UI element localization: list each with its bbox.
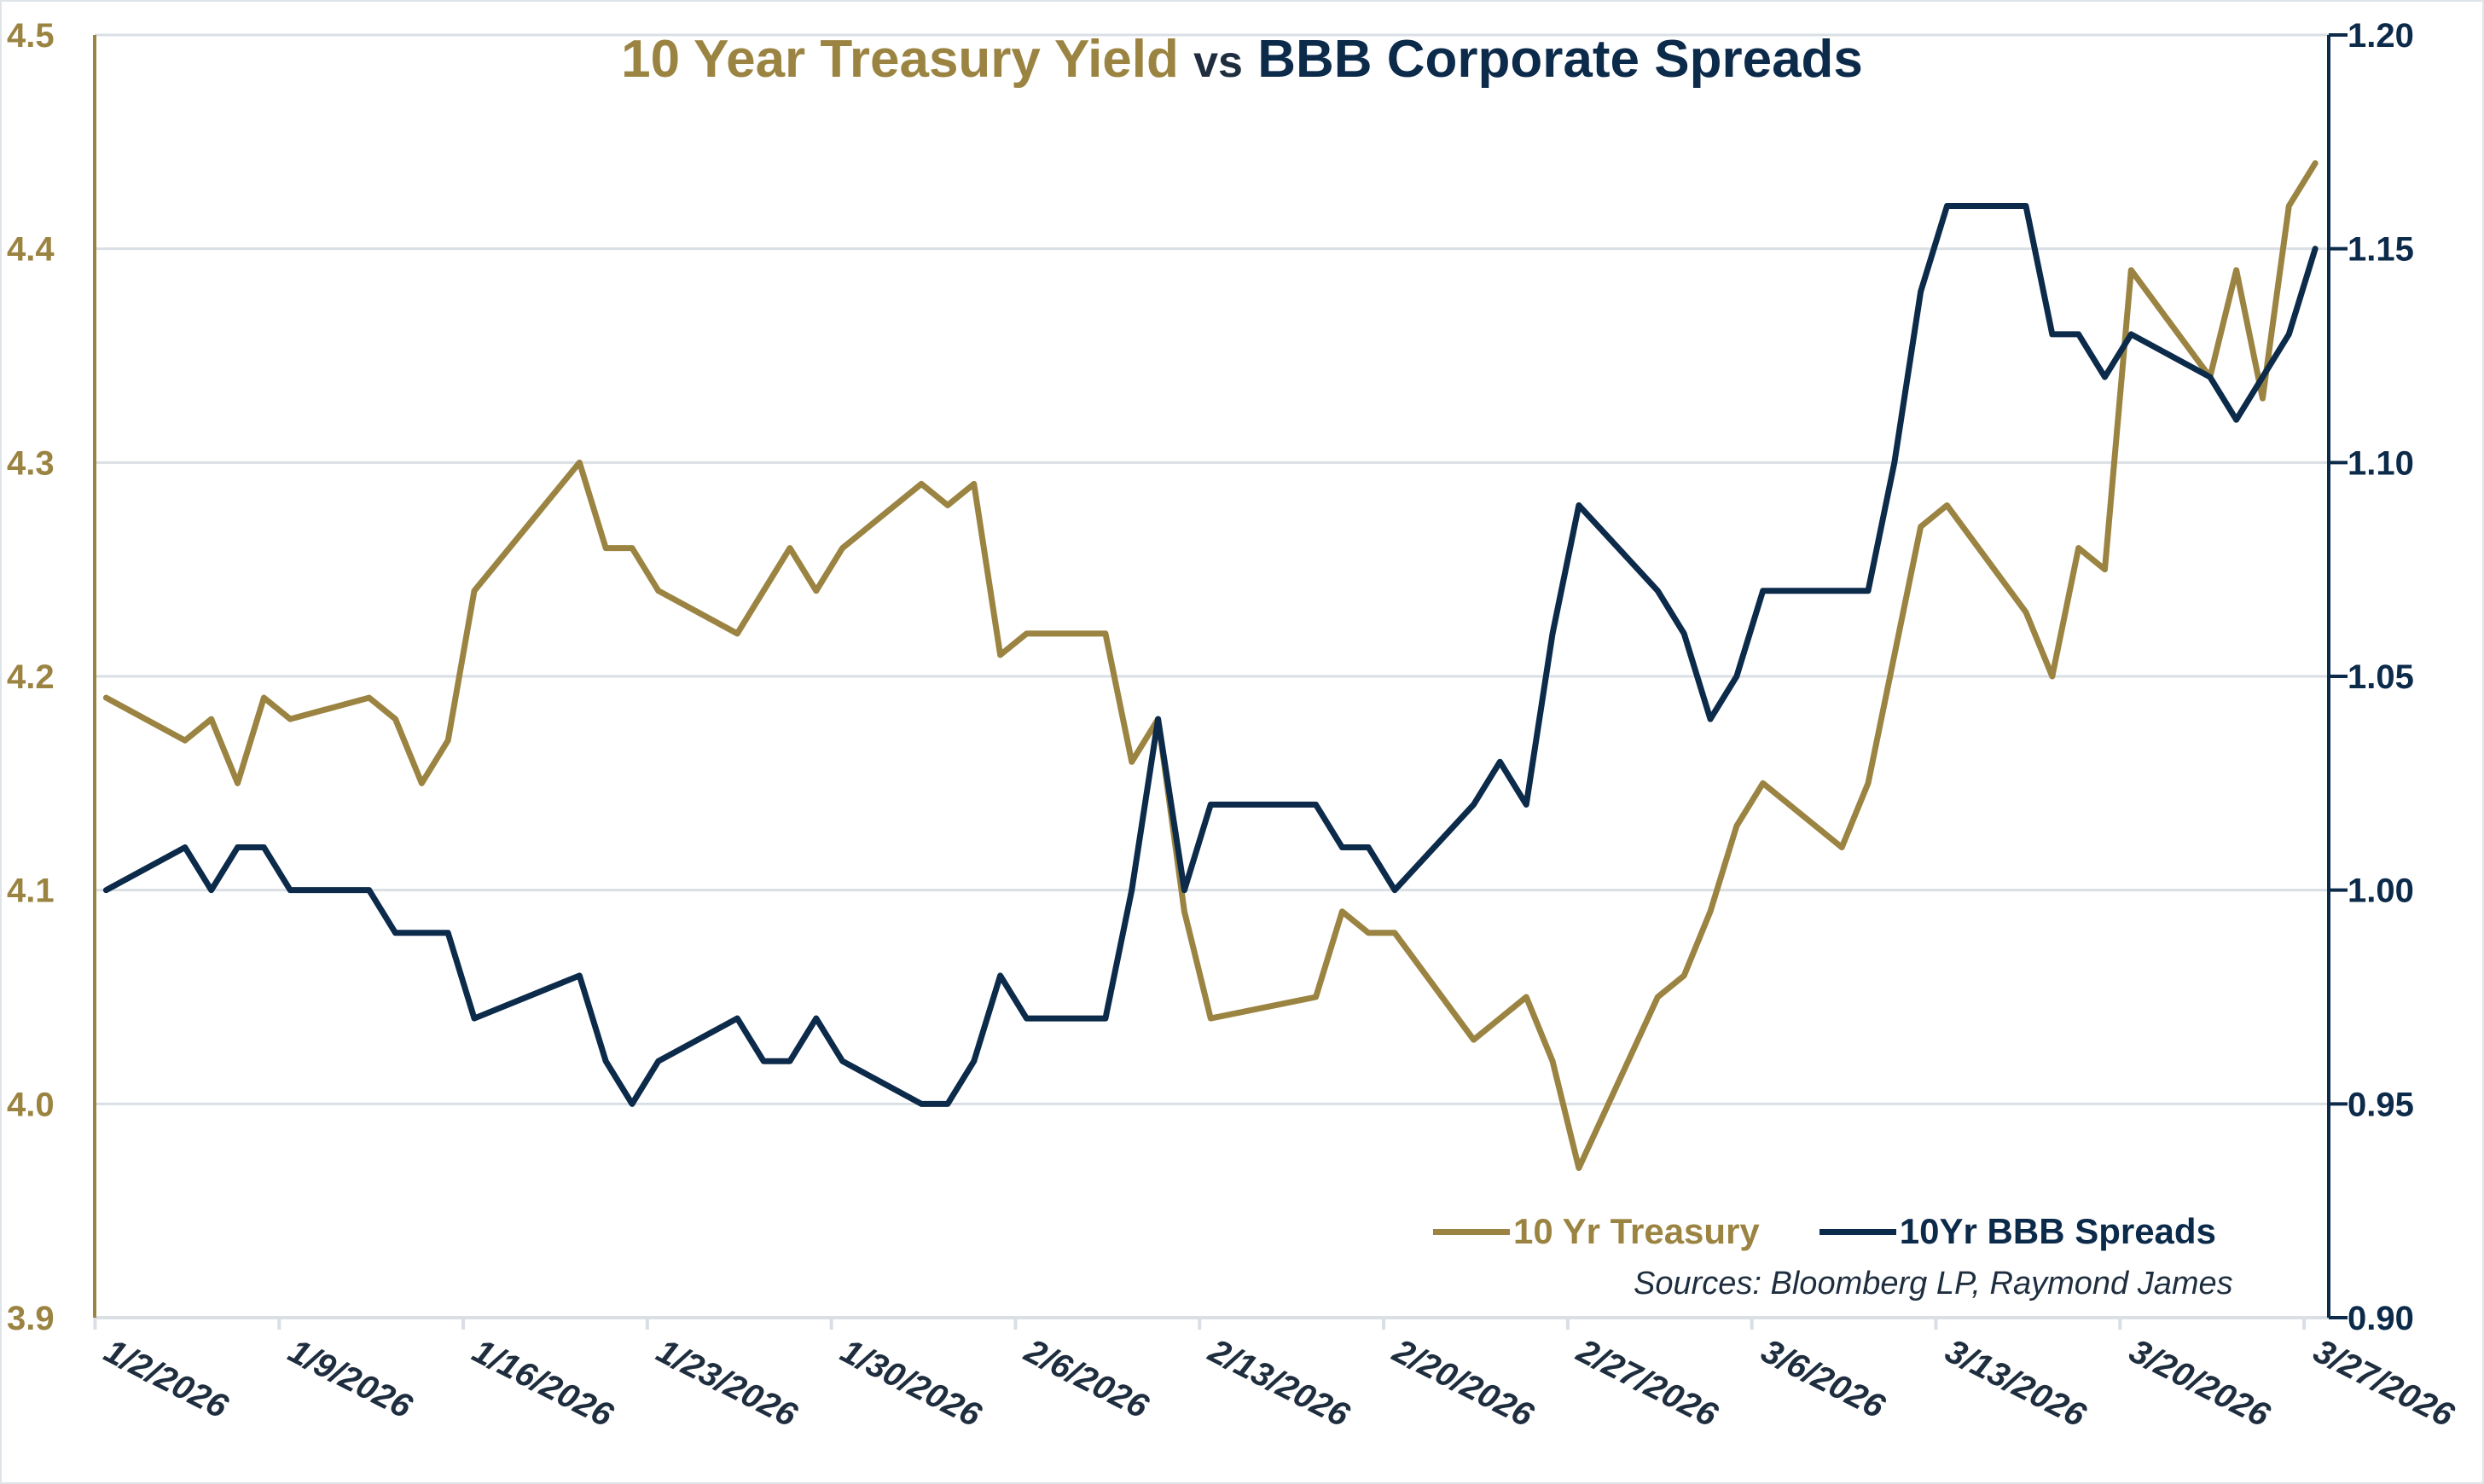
series-line-spreads xyxy=(102,203,2319,1107)
x-tick-label: 3/27/2026 xyxy=(2307,1332,2460,1435)
x-tick-label: 1/16/2026 xyxy=(467,1332,619,1435)
legend: 10 Yr Treasury 10Yr BBB Spreads xyxy=(1433,1211,2216,1252)
x-tick-label: 3/13/2026 xyxy=(1939,1332,2092,1435)
chart-title: 10 Year Treasury Yield vs BBB Corporate … xyxy=(0,29,2484,90)
right-tick-label: 1.15 xyxy=(2348,231,2414,269)
title-treasury: 10 Year Treasury Yield xyxy=(621,30,1179,89)
x-tick-label: 2/13/2026 xyxy=(1202,1331,1355,1435)
legend-label-spreads: 10Yr BBB Spreads xyxy=(1899,1211,2216,1251)
x-tick-label: 3/6/2026 xyxy=(1756,1332,1891,1426)
legend-swatch-spreads xyxy=(1819,1228,1896,1235)
left-tick-label: 4.5 xyxy=(7,17,55,55)
source-note: Sources: Bloomberg LP, Raymond James xyxy=(1634,1266,2233,1301)
title-spreads: BBB Corporate Spreads xyxy=(1257,30,1863,89)
x-tick-label: 1/9/2026 xyxy=(282,1332,418,1426)
legend-swatch-treasury xyxy=(1433,1228,1510,1235)
x-tick-label: 1/2/2026 xyxy=(98,1332,234,1426)
legend-label-treasury: 10 Yr Treasury xyxy=(1513,1211,1760,1251)
left-tick-label: 3.9 xyxy=(7,1300,55,1337)
left-tick-label: 4.3 xyxy=(7,444,55,482)
right-tick-label: 1.10 xyxy=(2348,444,2414,482)
legend-item-spreads: 10Yr BBB Spreads xyxy=(1819,1211,2216,1252)
x-tick-label: 2/20/2026 xyxy=(1386,1331,1540,1435)
x-tick-label: 2/27/2026 xyxy=(1570,1331,1724,1435)
left-tick-label: 4.4 xyxy=(7,231,55,269)
legend-item-treasury: 10 Yr Treasury xyxy=(1433,1211,1760,1252)
right-tick-label: 1.00 xyxy=(2348,872,2414,910)
left-tick-label: 4.0 xyxy=(7,1086,55,1123)
x-tick-label: 1/23/2026 xyxy=(651,1332,804,1435)
x-tick-label: 3/20/2026 xyxy=(2123,1332,2276,1435)
x-tick-label: 2/6/2026 xyxy=(1018,1331,1154,1426)
right-tick-label: 1.20 xyxy=(2348,17,2414,55)
right-tick-label: 0.95 xyxy=(2348,1086,2414,1123)
right-tick-label: 0.90 xyxy=(2348,1300,2414,1337)
series-line-treasury xyxy=(102,159,2319,1172)
x-tick-label: 1/30/2026 xyxy=(835,1332,988,1435)
left-tick-label: 4.2 xyxy=(7,658,55,696)
title-vs: vs xyxy=(1193,38,1243,87)
right-tick-label: 1.05 xyxy=(2348,658,2414,696)
left-tick-label: 4.1 xyxy=(7,872,55,910)
